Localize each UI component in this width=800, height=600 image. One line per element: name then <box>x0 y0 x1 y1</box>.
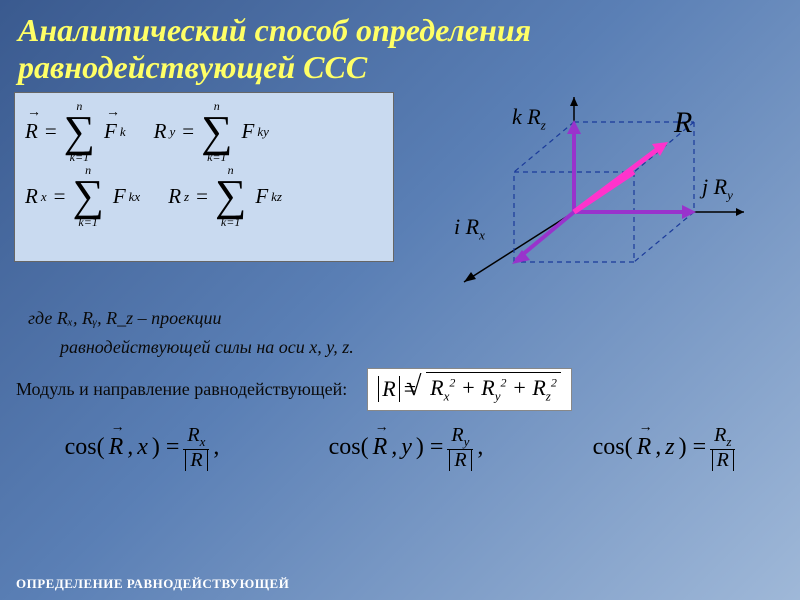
footer-label: ОПРЕДЕЛЕНИЕ РАВНОДЕЙСТВУЮЩЕЙ <box>16 576 289 592</box>
cosines-row: cos(R,x) = RxR , cos(R,y) = RyR , cos(R,… <box>0 411 800 471</box>
vector-diagram: k Rz R j Ry i Rx <box>404 92 764 302</box>
modulus-label: Модуль и направление равнодействующей: <box>16 379 347 400</box>
explain-text-1: где Rₓ, Rᵧ, R_z – проекции <box>0 302 800 331</box>
label-iRx: i Rx <box>454 214 485 243</box>
cos-y: cos(R,y) = RyR , <box>329 425 484 471</box>
cos-z: cos(R,z) = RzR <box>593 425 736 471</box>
page-title: Аналитический способ определения равноде… <box>0 0 800 92</box>
content-row: R = ∑nk=1 Fk Ry = ∑nk=1 Fky Rx = ∑nk=1 F… <box>0 92 800 302</box>
modulus-formula: R = Rx2 + Ry2 + Rz2 <box>367 368 572 411</box>
explain-text-2: равнодействующей силы на оси x, y, z. <box>0 331 800 360</box>
cos-x: cos(R,x) = RxR , <box>65 425 220 471</box>
label-kRz: k Rz <box>512 104 546 133</box>
label-jRy: j Ry <box>702 174 733 203</box>
formula-R: R = ∑nk=1 Fk <box>25 117 126 148</box>
formula-Rx: Rx = ∑nk=1 Fkx <box>25 181 140 212</box>
formula-Ry: Ry = ∑nk=1 Fky <box>154 117 269 148</box>
formula-Rz: Rz = ∑nk=1 Fkz <box>168 181 282 212</box>
formula-box: R = ∑nk=1 Fk Ry = ∑nk=1 Fky Rx = ∑nk=1 F… <box>14 92 394 262</box>
label-R: R <box>674 106 692 140</box>
